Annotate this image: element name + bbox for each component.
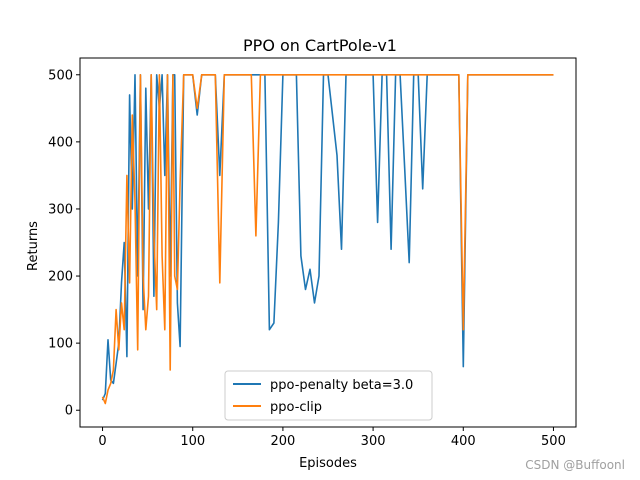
legend-box [224,370,433,421]
y-tick-label: 400 [48,135,73,150]
legend: ppo-penalty beta=3.0 ppo-clip [224,370,433,421]
y-tick-label: 500 [48,68,73,83]
watermark: CSDN @Buffoonl [525,458,625,472]
y-tick-label: 0 [65,404,73,419]
y-tick-label: 200 [48,270,73,285]
x-axis-label: Episodes [299,456,357,471]
legend-label-ppo-clip: ppo-clip [270,400,322,415]
y-axis-label: Returns [26,221,41,271]
chart-title: PPO on CartPole-v1 [243,36,397,55]
x-tick-label: 400 [451,434,476,449]
x-tick-label: 0 [98,434,106,449]
series-line-ppo-clip [101,74,554,405]
x-tick-label: 300 [361,434,386,449]
x-tick-label: 200 [270,434,295,449]
x-tick-label: 500 [541,434,566,449]
legend-label-ppo-penalty: ppo-penalty beta=3.0 [270,378,413,393]
x-tick-label: 100 [180,434,205,449]
y-tick-label: 300 [48,202,73,217]
plot-area: 0 100 200 300 400 500 0 100 200 300 400 500 [48,57,577,449]
y-tick-label: 100 [48,337,73,352]
axes-frame [79,57,577,428]
